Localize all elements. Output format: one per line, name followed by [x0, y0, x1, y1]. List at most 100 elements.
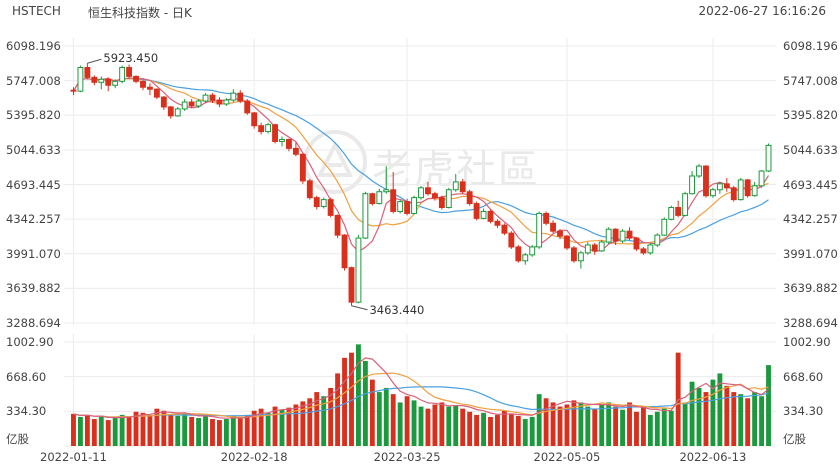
volume-bar — [752, 392, 758, 446]
volume-bar — [474, 414, 480, 446]
candle-body — [703, 165, 709, 197]
candle-body — [584, 244, 591, 254]
candle-body — [543, 212, 550, 224]
candle-body — [188, 101, 195, 107]
volume-bar — [133, 411, 139, 446]
volume-bar — [425, 408, 431, 446]
candle-body — [564, 235, 570, 249]
candle-body — [647, 244, 654, 254]
candle-body — [501, 224, 508, 234]
candle-body — [355, 237, 362, 303]
price-tick-left: 6098.196 — [6, 39, 61, 53]
candle-body — [744, 179, 751, 197]
date-tick: 2022-02-18 — [220, 450, 288, 464]
volume-bar — [640, 406, 646, 446]
volume-bar — [557, 406, 563, 446]
volume-bar — [126, 416, 132, 446]
candle-body — [383, 189, 390, 193]
volume-bar — [661, 408, 667, 446]
price-tick-right: 4693.445 — [783, 177, 838, 192]
volume-bar — [154, 408, 160, 446]
volume-bar — [189, 416, 195, 446]
volume-bar — [161, 410, 167, 446]
volume-bar — [251, 410, 257, 446]
volume-bar — [522, 419, 528, 446]
candle-body — [550, 222, 556, 232]
candle-body — [327, 199, 334, 216]
volume-bar — [731, 392, 737, 446]
candle-body — [98, 78, 105, 83]
candle-body — [640, 248, 647, 254]
date-tick: 2022-03-25 — [373, 450, 441, 464]
volume-bar — [606, 402, 612, 446]
volume-bar — [237, 416, 243, 446]
candle-body — [557, 230, 563, 237]
volume-bar — [536, 394, 542, 446]
candle-body — [689, 175, 696, 195]
volume-bar — [578, 402, 584, 446]
candle-body — [84, 67, 91, 78]
volume-bar — [439, 402, 445, 446]
candle-body — [765, 144, 772, 172]
candle-body — [459, 181, 466, 193]
volume-bar — [508, 413, 514, 446]
candle-body — [536, 212, 543, 248]
volume-bar — [481, 412, 486, 446]
volume-bar — [627, 402, 632, 446]
candle-body — [494, 220, 501, 226]
high-annotation-line — [87, 58, 102, 64]
candle-body — [682, 193, 689, 216]
price-tick-right: 5395.820 — [783, 108, 838, 123]
candle-body — [730, 187, 737, 201]
high-annotation-label: 5923.450 — [103, 51, 158, 65]
volume-bar — [265, 412, 271, 446]
candle-body — [515, 246, 522, 262]
volume-bar — [335, 373, 341, 446]
volume-bar — [453, 405, 459, 446]
volume-tick-left: 334.30 — [6, 404, 47, 419]
volume-bar — [71, 413, 76, 446]
candle-body — [633, 237, 640, 250]
volume-bar — [717, 373, 723, 446]
candle-body — [626, 230, 633, 239]
volume-bar — [300, 401, 306, 446]
candle-body — [723, 183, 730, 189]
volume-bar — [634, 411, 639, 446]
candle-body — [570, 247, 577, 262]
price-tick-right: 6098.196 — [783, 39, 838, 53]
volume-bar — [418, 406, 424, 446]
volume-bar — [272, 406, 278, 446]
index-name-text: 恒生科技指数 — [88, 6, 161, 20]
volume-bar — [696, 387, 702, 446]
candle-body — [431, 193, 438, 199]
volume-tick-left: 亿股 — [6, 432, 29, 446]
candle-body — [237, 92, 244, 102]
volume-bar — [543, 398, 549, 446]
volume-bar — [84, 414, 90, 446]
volume-bar — [91, 419, 97, 446]
volume-tick-left: 668.60 — [6, 369, 47, 384]
candle-body — [244, 100, 251, 114]
volume-bar — [550, 402, 556, 446]
volume-bar — [217, 420, 222, 446]
candle-body — [362, 193, 369, 239]
price-tick-right: 5044.633 — [783, 142, 838, 157]
candle-body — [487, 210, 494, 222]
candle-body — [320, 199, 327, 208]
price-tick-left: 3639.882 — [6, 281, 61, 296]
price-ma5-line — [72, 77, 770, 253]
volume-bar — [369, 379, 375, 446]
volume-bar — [724, 385, 730, 446]
candle-body — [126, 67, 133, 77]
candle-body — [369, 193, 376, 205]
candle-body — [758, 170, 765, 187]
volume-bar — [495, 414, 500, 446]
candle-body — [661, 218, 668, 236]
candle-body — [348, 267, 355, 303]
period-label: - 日K — [163, 6, 192, 20]
volume-bar — [119, 414, 125, 446]
volume-bar — [77, 416, 83, 446]
candle-body — [202, 94, 209, 102]
candle-body — [605, 228, 612, 243]
